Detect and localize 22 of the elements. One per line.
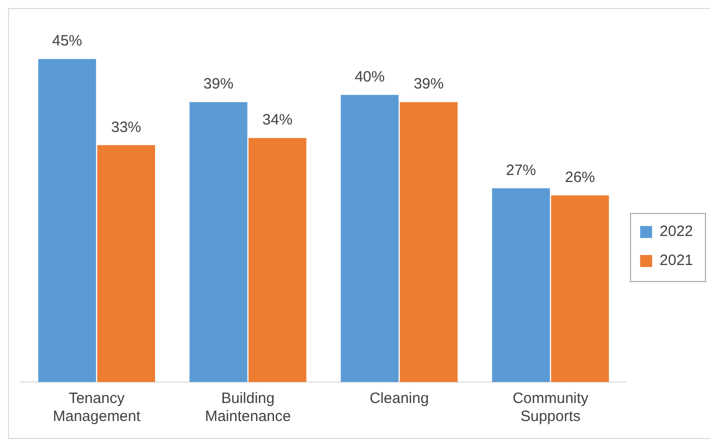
bar [97,145,156,382]
data-label: 45% [52,32,82,50]
x-tick-label: Community Supports [512,390,589,426]
bar [492,188,550,382]
data-label: 26% [564,169,596,186]
x-tick-label: Cleaning [370,390,429,408]
bar [400,102,458,382]
bar [190,102,248,382]
legend-label: 2022 [660,223,694,240]
data-label: 40% [354,68,385,86]
x-tick-label: Building Maintenance [204,390,291,426]
data-label: 39% [203,76,234,93]
bar [38,59,96,382]
bar [551,195,609,382]
data-label: 39% [414,76,444,93]
data-label: 34% [262,112,292,129]
legend-label: 2021 [660,252,694,270]
bar [340,94,399,382]
bar [248,138,306,382]
data-label: 33% [111,118,142,136]
data-label: 27% [506,162,536,179]
x-tick-label: Tenancy Management [52,390,142,426]
